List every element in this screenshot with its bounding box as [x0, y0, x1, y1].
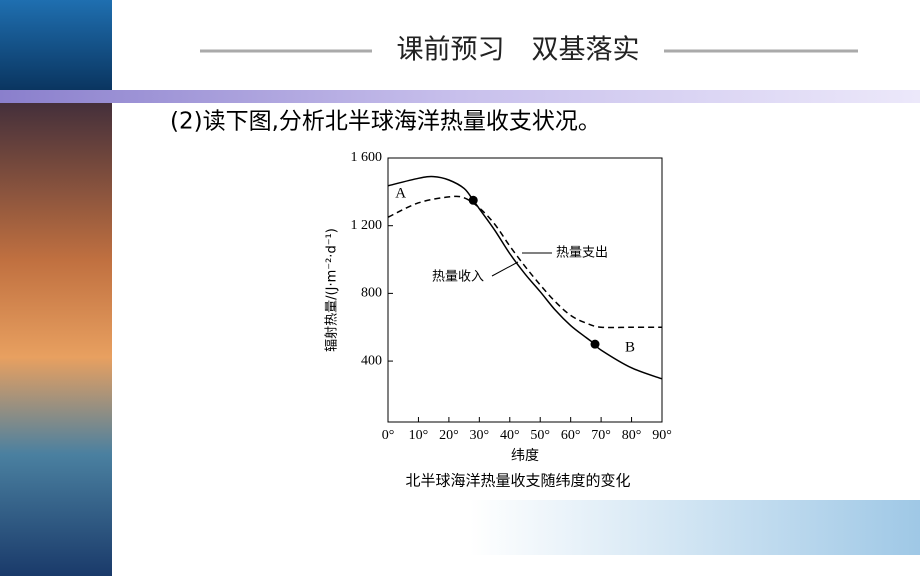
point-label: B	[625, 340, 635, 356]
footer-band	[470, 500, 920, 555]
slide-title: 课前预习 双基落实	[397, 35, 640, 66]
x-tick-label: 50°	[530, 428, 550, 443]
chart-title: 北半球海洋热量收支随纬度的变化	[405, 472, 630, 490]
x-tick-label: 0°	[382, 428, 395, 443]
corner-box	[0, 0, 112, 90]
point-label: A	[395, 186, 406, 202]
y-tick-label: 800	[361, 286, 382, 301]
x-tick-label: 20°	[439, 428, 459, 443]
series-label: 热量支出	[556, 246, 608, 261]
plot-frame	[387, 157, 663, 423]
x-axis-label: 纬度	[511, 448, 539, 464]
y-tick-label: 400	[361, 353, 382, 368]
leader-line	[491, 261, 519, 277]
y-tick-label: 1 600	[351, 150, 383, 165]
x-tick-label: 10°	[409, 428, 429, 443]
y-axis-label: 辐射热量/(J·m⁻²·d⁻¹)	[324, 228, 340, 352]
series-line	[387, 175, 663, 380]
point	[468, 195, 478, 205]
x-tick-label: 90°	[652, 428, 672, 443]
x-tick-label: 70°	[591, 428, 611, 443]
question: (2)读下图,分析北半球海洋热量收支状况。	[170, 109, 601, 135]
header-band	[0, 90, 920, 103]
series-label: 热量收入	[432, 270, 484, 285]
x-tick-label: 60°	[561, 428, 581, 443]
series-line	[387, 195, 662, 329]
x-tick-label: 30°	[470, 428, 490, 443]
y-tick-label: 1 200	[351, 218, 383, 233]
x-tick-label: 80°	[622, 428, 642, 443]
point	[590, 339, 600, 349]
side-image	[0, 90, 112, 576]
x-tick-label: 40°	[500, 428, 520, 443]
